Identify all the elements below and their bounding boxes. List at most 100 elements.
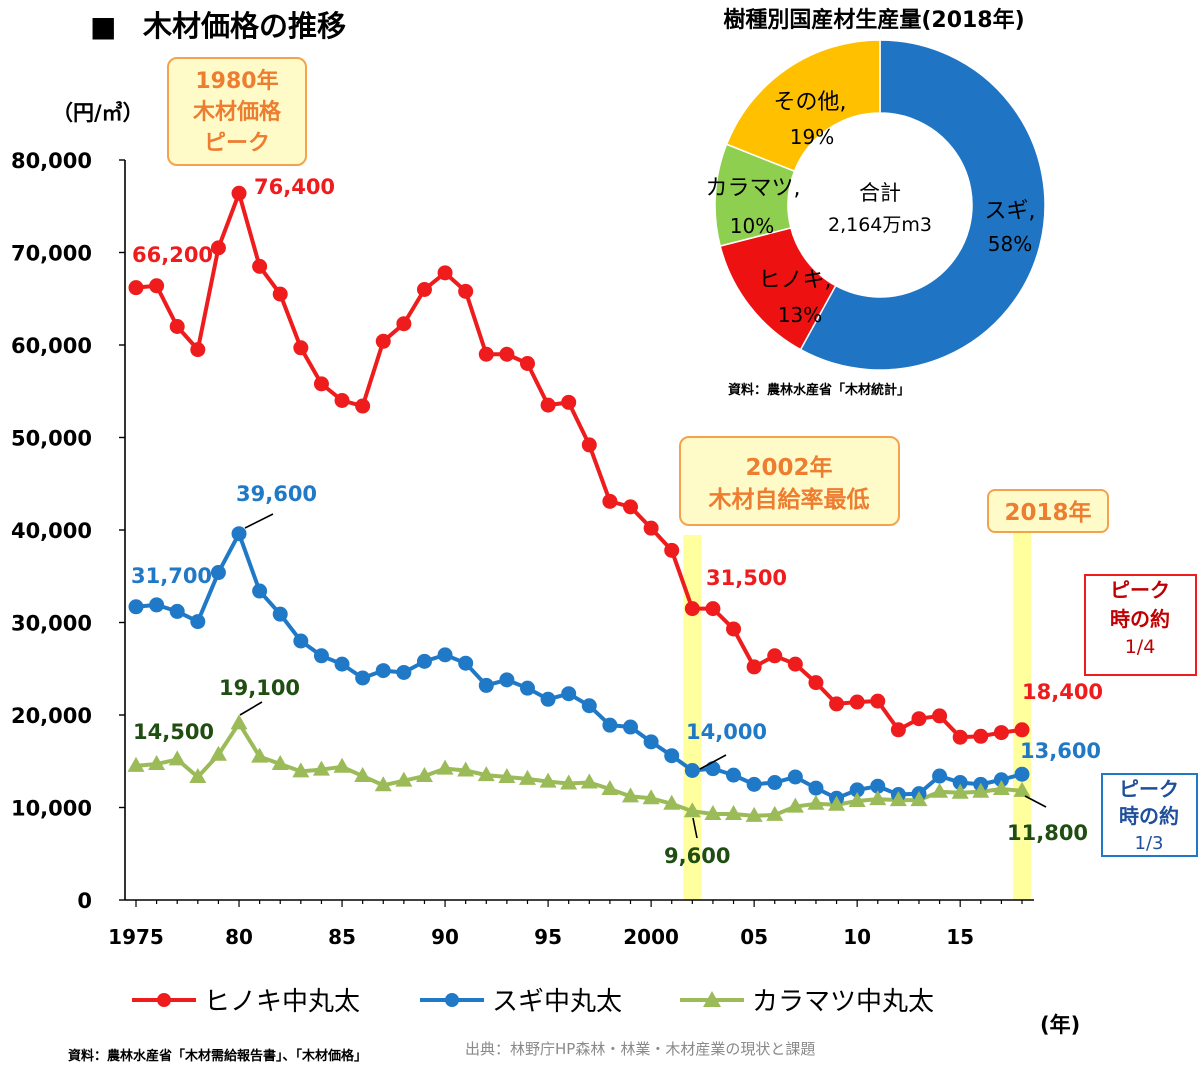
- title-marker: ■: [90, 10, 116, 43]
- point-hinoki-1978: [190, 342, 206, 358]
- point-karamatsu-2005: [745, 806, 763, 822]
- point-sugi-2017: [993, 772, 1009, 788]
- point-sugi-1979: [210, 565, 226, 581]
- point-hinoki-2015: [952, 729, 968, 745]
- source-credit: 出典：林野庁HP森林・林業・木材産業の現状と課題: [465, 1040, 815, 1058]
- point-hinoki-1980: [231, 185, 247, 201]
- callout-1980-line3: ピーク: [204, 131, 270, 156]
- point-hinoki-1975: [128, 280, 144, 296]
- ratio-sugi-line1: ピーク: [1119, 777, 1179, 801]
- point-sugi-2006: [767, 775, 783, 791]
- point-karamatsu-1985: [333, 757, 351, 773]
- label-sugi-1980: 39,600: [236, 482, 317, 506]
- point-hinoki-1988: [396, 316, 412, 332]
- leader-kara-1980: [239, 701, 263, 716]
- point-hinoki-1992: [478, 346, 494, 362]
- point-sugi-2007: [787, 769, 803, 785]
- point-sugi-1995: [540, 691, 556, 707]
- data-labels: 66,200 76,400 31,500 18,400 31,700 39,60…: [131, 175, 1103, 868]
- point-karamatsu-2016: [972, 782, 990, 798]
- point-hinoki-1981: [252, 258, 268, 274]
- x-tick-label: 2000: [623, 925, 679, 949]
- point-hinoki-1990: [437, 265, 453, 281]
- point-hinoki-2005: [746, 659, 762, 675]
- point-sugi-2002: [684, 763, 700, 778]
- point-hinoki-2003: [705, 601, 721, 617]
- legend-label-hinoki: ヒノキ中丸太: [204, 987, 360, 1017]
- point-karamatsu-1989: [415, 767, 433, 783]
- leader-sugi-2002: [699, 754, 727, 770]
- point-sugi-1980: [231, 526, 247, 542]
- point-karamatsu-1997: [580, 773, 598, 789]
- point-karamatsu-1983: [292, 762, 310, 778]
- point-hinoki-1991: [458, 283, 474, 299]
- point-sugi-2014: [932, 768, 948, 784]
- point-sugi-2010: [849, 782, 865, 798]
- point-sugi-2008: [808, 780, 824, 796]
- point-karamatsu-2007: [786, 797, 804, 813]
- point-hinoki-2012: [890, 722, 906, 738]
- point-hinoki-1984: [313, 376, 329, 392]
- point-karamatsu-1982: [271, 755, 289, 771]
- point-hinoki-2002: [684, 601, 700, 617]
- point-sugi-1984: [313, 648, 329, 664]
- donut-label-other-pct: 19%: [790, 125, 834, 149]
- point-karamatsu-2006: [766, 805, 784, 821]
- point-karamatsu-1990: [436, 759, 454, 775]
- point-karamatsu-2001: [663, 794, 681, 810]
- point-hinoki-1999: [623, 499, 639, 515]
- point-hinoki-2013: [911, 711, 927, 727]
- label-hinoki-2002: 31,500: [706, 566, 787, 590]
- point-hinoki-1983: [293, 340, 309, 356]
- donut-slice-sugi: [799, 39, 1046, 371]
- donut-label-kara-pct: 10%: [730, 214, 774, 238]
- point-sugi-1998: [602, 717, 618, 733]
- ratio-sugi-line3: 1/3: [1135, 833, 1164, 854]
- donut-source: 資料：農林水産省「木材統計」: [728, 382, 910, 398]
- point-sugi-1977: [169, 603, 185, 619]
- point-sugi-1983: [293, 633, 309, 649]
- label-kara-2002: 9,600: [664, 844, 730, 868]
- point-sugi-2000: [643, 734, 659, 750]
- point-sugi-1992: [478, 677, 494, 693]
- y-tick-label: 30,000: [11, 612, 92, 636]
- donut-label-sugi-name: スギ,: [985, 199, 1036, 224]
- point-hinoki-2014: [932, 708, 948, 724]
- point-karamatsu-2008: [807, 794, 825, 810]
- donut-center: 合計 2,164万m3: [828, 181, 932, 236]
- point-hinoki-2000: [643, 520, 659, 536]
- y-tick-label: 20,000: [11, 704, 92, 728]
- callout-1980-peak: 1980年 木材価格 ピーク: [167, 57, 307, 166]
- point-hinoki-1996: [561, 394, 577, 410]
- point-sugi-1981: [252, 583, 268, 599]
- point-sugi-2003: [705, 761, 721, 777]
- highlight-band-2018: [1013, 532, 1031, 900]
- y-tick-label: 60,000: [11, 334, 92, 358]
- donut-title: 樹種別国産材生産量(2018年): [723, 7, 1024, 33]
- callout-2018-label: 2018年: [1004, 499, 1091, 526]
- point-sugi-1986: [355, 670, 371, 686]
- ratio-hinoki-line3: 1/4: [1125, 636, 1156, 658]
- point-sugi-2001: [664, 748, 680, 764]
- point-karamatsu-1978: [189, 767, 207, 783]
- ratio-box-sugi: ピーク 時の約 1/3: [1101, 773, 1198, 857]
- point-sugi-1978: [190, 614, 206, 630]
- point-hinoki-1977: [169, 319, 185, 334]
- point-hinoki-2006: [767, 648, 783, 664]
- point-hinoki-1987: [375, 333, 391, 349]
- point-hinoki-2007: [787, 656, 803, 672]
- point-karamatsu-1987: [374, 776, 392, 792]
- ratio-sugi-line2: 時の約: [1119, 804, 1179, 828]
- page-title: 木材価格の推移: [142, 9, 346, 43]
- callout-2018: 2018年: [987, 489, 1109, 533]
- point-sugi-1987: [375, 663, 391, 679]
- point-karamatsu-2004: [725, 804, 743, 820]
- donut-label-sugi-pct: 58%: [988, 232, 1032, 256]
- point-karamatsu-1977: [168, 750, 186, 766]
- point-sugi-1996: [561, 686, 577, 702]
- point-karamatsu-2011: [869, 790, 887, 806]
- label-kara-1975: 14,500: [133, 720, 214, 744]
- point-karamatsu-1993: [498, 767, 516, 783]
- point-hinoki-1989: [416, 282, 432, 297]
